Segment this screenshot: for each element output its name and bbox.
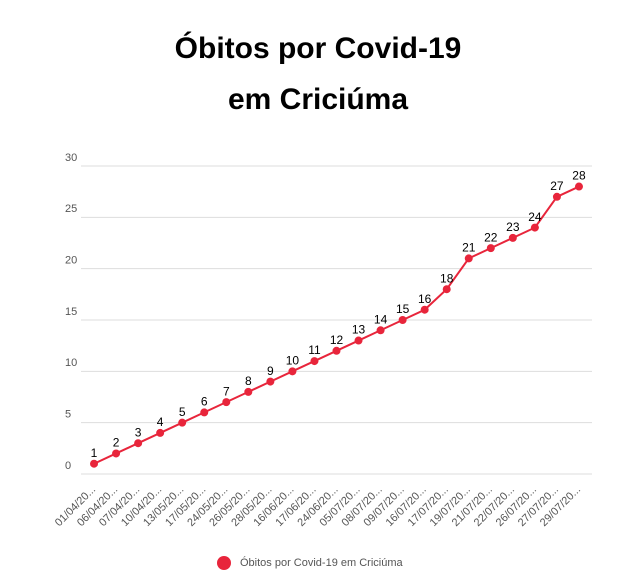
chart-title: Óbitos por Covid-19: [175, 31, 462, 65]
point: [244, 387, 253, 396]
point: [178, 418, 187, 427]
data-label: 27: [550, 179, 564, 193]
y-tick-label: 30: [65, 152, 77, 164]
y-tick-label: 25: [65, 203, 77, 215]
y-tick-label: 15: [65, 306, 77, 318]
data-label: 28: [572, 169, 586, 183]
legend-marker: [217, 556, 231, 570]
y-tick-label: 20: [65, 255, 77, 267]
point: [90, 459, 99, 468]
point: [266, 377, 275, 386]
point: [354, 336, 363, 345]
data-label: 1: [91, 446, 98, 460]
data-label: 12: [330, 333, 344, 347]
data-label: 5: [179, 405, 186, 419]
data-label: 18: [440, 271, 454, 285]
y-tick-label: 0: [65, 460, 71, 472]
point: [134, 439, 143, 448]
data-label: 16: [418, 292, 432, 306]
data-label: 14: [374, 312, 388, 326]
data-label: 8: [245, 374, 252, 388]
data-label: 9: [267, 364, 274, 378]
point: [420, 305, 429, 314]
point: [486, 244, 495, 253]
point: [442, 285, 451, 294]
point: [464, 254, 473, 263]
point: [310, 357, 319, 366]
y-tick-label: 5: [65, 409, 71, 421]
point: [288, 367, 297, 376]
data-label: 22: [484, 230, 498, 244]
point: [398, 316, 407, 324]
point: [156, 428, 165, 437]
point: [552, 192, 561, 201]
chart-title: em Criciúma: [228, 83, 408, 116]
data-label: 6: [201, 395, 208, 409]
point: [508, 233, 517, 242]
data-label: 21: [462, 241, 476, 255]
point: [200, 408, 209, 417]
point: [530, 223, 539, 232]
point: [112, 449, 121, 458]
point: [376, 326, 385, 335]
point: [332, 346, 341, 355]
y-tick-label: 10: [65, 357, 77, 369]
data-label: 13: [352, 323, 366, 337]
data-label: 7: [223, 384, 230, 398]
data-label: 10: [286, 354, 300, 368]
data-label: 11: [308, 343, 321, 357]
data-label: 15: [396, 302, 410, 316]
point: [222, 398, 231, 407]
data-label: 23: [506, 220, 520, 234]
data-label: 3: [135, 425, 142, 439]
point: [574, 182, 583, 191]
data-label: 24: [528, 210, 542, 224]
legend-label: Óbitos por Covid-19 em Criciúma: [240, 556, 403, 569]
data-label: 2: [113, 436, 120, 450]
data-label: 4: [157, 415, 164, 429]
